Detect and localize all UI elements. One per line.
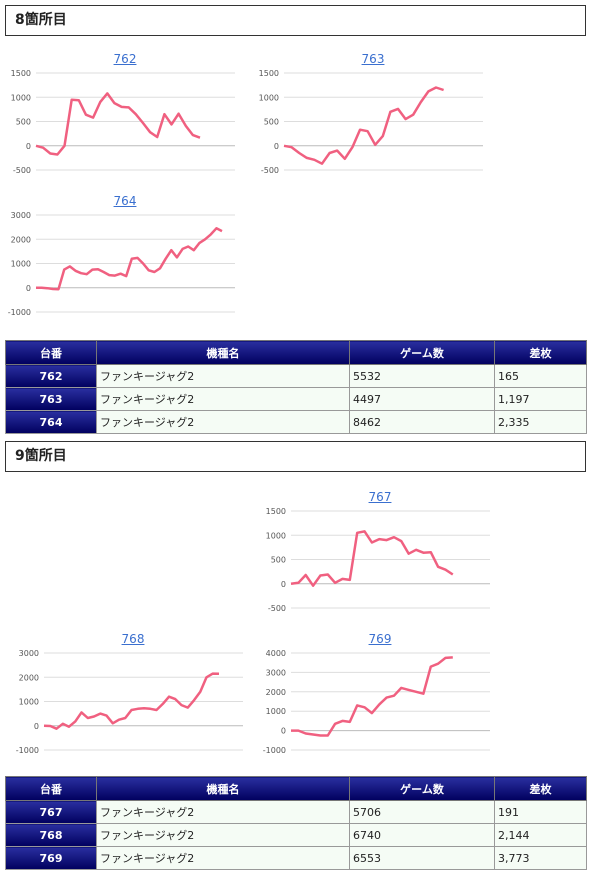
machine-number: 769	[5, 846, 97, 870]
col-header-no: 台番	[5, 340, 97, 365]
series-line	[283, 86, 444, 165]
line-chart-764: 3000 2000 1000 0 -1000	[8, 211, 235, 317]
y-tick-label: -1000	[16, 746, 39, 755]
y-tick-label: -500	[261, 166, 279, 175]
series-line	[290, 530, 454, 587]
y-tick-label: 4000	[266, 649, 286, 658]
table-row: 764 ファンキージャグ2 8462 2,335	[5, 410, 587, 434]
y-tick-label: 1000	[11, 93, 31, 102]
chart-link-768[interactable]: 768	[121, 632, 145, 646]
col-header-no: 台番	[5, 776, 97, 801]
y-tick-label: 3000	[266, 668, 286, 677]
chart-762: 762 1500 1000 500 0 -500	[0, 52, 250, 177]
y-tick-label: 3000	[19, 649, 39, 658]
table-row: 763 ファンキージャグ2 4497 1,197	[5, 387, 587, 411]
machine-number: 763	[5, 387, 97, 411]
chart-link-769[interactable]: 769	[368, 632, 392, 646]
y-tick-label: 0	[34, 722, 39, 731]
y-tick-label: 1000	[259, 93, 279, 102]
coin-diff: 3,773	[494, 846, 587, 870]
y-tick-label: 2000	[266, 688, 286, 697]
line-chart-767: 1500 1000 500 0 -500	[266, 507, 490, 613]
coin-diff: 165	[494, 364, 587, 388]
coin-diff: 191	[494, 800, 587, 824]
coin-diff: 2,335	[494, 410, 587, 434]
table-row: 769 ファンキージャグ2 6553 3,773	[5, 846, 587, 870]
col-header-games: ゲーム数	[349, 776, 495, 801]
y-tick-label: -500	[13, 166, 31, 175]
game-count: 5706	[349, 800, 495, 824]
machine-number: 762	[5, 364, 97, 388]
y-tick-label: 500	[271, 556, 286, 565]
y-tick-label: 500	[264, 118, 279, 127]
table-row: 767 ファンキージャグ2 5706 191	[5, 800, 587, 824]
chart-768: 768 3000 2000 1000 0 -1000	[8, 632, 258, 757]
chart-764: 764 3000 2000 1000 0 -1000	[0, 194, 250, 319]
line-chart-769: 4000 3000 2000 1000 0 -1000	[263, 649, 490, 755]
y-tick-label: 0	[26, 284, 31, 293]
machine-name: ファンキージャグ2	[96, 823, 350, 847]
y-tick-label: 0	[281, 727, 286, 736]
game-count: 4497	[349, 387, 495, 411]
col-header-diff: 差枚	[494, 340, 587, 365]
machine-number: 767	[5, 800, 97, 824]
section-title-9: 9箇所目	[5, 441, 586, 472]
y-tick-label: 2000	[11, 235, 31, 244]
y-tick-label: 3000	[11, 211, 31, 220]
y-tick-label: -500	[268, 604, 286, 613]
y-tick-label: 0	[26, 142, 31, 151]
section-title-8: 8箇所目	[5, 5, 586, 36]
y-tick-label: 0	[274, 142, 279, 151]
y-tick-label: -1000	[8, 308, 31, 317]
y-tick-label: 1000	[266, 707, 286, 716]
col-header-games: ゲーム数	[349, 340, 495, 365]
y-tick-label: 1500	[266, 507, 286, 516]
y-tick-label: 1000	[11, 260, 31, 269]
line-chart-768: 3000 2000 1000 0 -1000	[16, 649, 243, 755]
table-row: 762 ファンキージャグ2 5532 165	[5, 364, 587, 388]
chart-767: 767 1500 1000 500 0 -500	[255, 490, 505, 615]
coin-diff: 1,197	[494, 387, 587, 411]
series-line	[291, 656, 453, 737]
machine-number: 764	[5, 410, 97, 434]
chart-769: 769 4000 3000 2000 1000 0 -1000	[255, 632, 505, 757]
game-count: 5532	[349, 364, 495, 388]
line-chart-762: 1500 1000 500 0 -500	[11, 69, 235, 175]
machine-number: 768	[5, 823, 97, 847]
machine-table-9: 台番 機種名 ゲーム数 差枚 767 ファンキージャグ2 5706 191 76…	[5, 776, 587, 870]
game-count: 8462	[349, 410, 495, 434]
machine-name: ファンキージャグ2	[96, 387, 350, 411]
y-tick-label: 2000	[19, 673, 39, 682]
y-tick-label: 500	[16, 118, 31, 127]
y-tick-label: 0	[281, 580, 286, 589]
chart-link-763[interactable]: 763	[361, 52, 385, 66]
machine-name: ファンキージャグ2	[96, 846, 350, 870]
game-count: 6553	[349, 846, 495, 870]
machine-name: ファンキージャグ2	[96, 364, 350, 388]
col-header-diff: 差枚	[494, 776, 587, 801]
y-tick-label: 1000	[19, 698, 39, 707]
chart-link-762[interactable]: 762	[113, 52, 137, 66]
y-tick-label: 1500	[259, 69, 279, 78]
series-line	[35, 92, 201, 156]
y-tick-label: 1500	[11, 69, 31, 78]
line-chart-763: 1500 1000 500 0 -500	[259, 69, 483, 175]
y-tick-label: 1000	[266, 531, 286, 540]
col-header-name: 機種名	[96, 776, 350, 801]
chart-link-767[interactable]: 767	[368, 490, 392, 504]
coin-diff: 2,144	[494, 823, 587, 847]
table-row: 768 ファンキージャグ2 6740 2,144	[5, 823, 587, 847]
machine-name: ファンキージャグ2	[96, 410, 350, 434]
chart-763: 763 1500 1000 500 0 -500	[248, 52, 498, 177]
machine-name: ファンキージャグ2	[96, 800, 350, 824]
series-line	[43, 672, 220, 730]
game-count: 6740	[349, 823, 495, 847]
y-tick-label: -1000	[263, 746, 286, 755]
series-line	[36, 227, 223, 291]
chart-link-764[interactable]: 764	[113, 194, 137, 208]
col-header-name: 機種名	[96, 340, 350, 365]
machine-table-8: 台番 機種名 ゲーム数 差枚 762 ファンキージャグ2 5532 165 76…	[5, 340, 587, 434]
